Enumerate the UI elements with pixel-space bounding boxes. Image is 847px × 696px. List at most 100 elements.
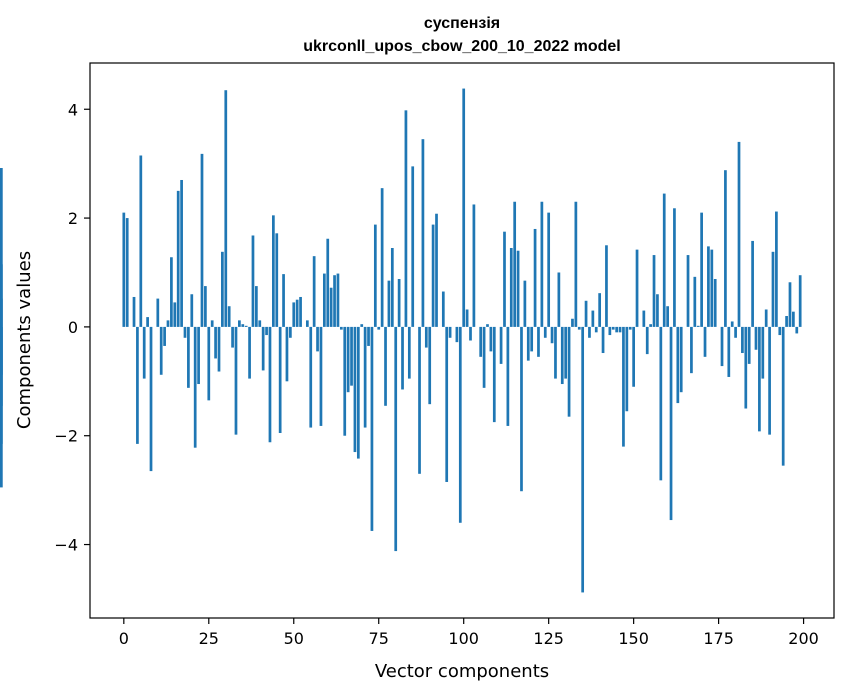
- bar: [401, 326, 404, 390]
- bar: [285, 326, 289, 382]
- bar: [679, 326, 683, 393]
- bar: [407, 326, 411, 379]
- bar: [251, 235, 255, 327]
- bar: [608, 326, 612, 336]
- bar: [754, 326, 758, 350]
- bar: [132, 296, 136, 327]
- bar: [0, 168, 3, 327]
- bar: [411, 166, 415, 327]
- bar: [221, 251, 224, 327]
- y-tick-label: 0: [68, 318, 78, 337]
- x-tick-label: 0: [119, 629, 129, 648]
- bar: [258, 320, 262, 327]
- bar: [424, 326, 428, 348]
- bar: [775, 211, 778, 327]
- bar: [720, 326, 724, 367]
- bar: [540, 201, 544, 327]
- bar: [136, 326, 139, 444]
- bar: [431, 224, 435, 327]
- bar: [564, 326, 568, 379]
- bar: [217, 326, 221, 372]
- bar: [360, 324, 364, 327]
- bar: [241, 324, 245, 327]
- bar: [125, 218, 129, 327]
- bar: [489, 326, 493, 352]
- y-tick-label: −2: [54, 427, 78, 446]
- bar: [537, 326, 540, 357]
- bar: [730, 321, 734, 327]
- bar: [183, 326, 187, 338]
- y-tick-label: −4: [54, 536, 78, 555]
- bar: [329, 287, 333, 327]
- bar: [659, 326, 663, 481]
- bar: [611, 326, 615, 330]
- bar: [506, 326, 510, 426]
- bar: [193, 326, 197, 448]
- bar: [377, 326, 381, 330]
- bar: [462, 88, 466, 327]
- bar: [387, 280, 391, 327]
- bar: [768, 326, 771, 435]
- bar: [278, 326, 282, 433]
- x-tick-label: 100: [448, 629, 479, 648]
- bar: [778, 326, 782, 336]
- bar: [180, 179, 183, 327]
- bar: [696, 325, 700, 327]
- bar: [520, 326, 523, 492]
- bar: [788, 282, 792, 327]
- bar: [299, 296, 302, 327]
- bar: [207, 326, 211, 401]
- bar: [792, 311, 795, 327]
- bar: [795, 326, 799, 334]
- bar: [312, 256, 316, 327]
- bar: [163, 326, 166, 346]
- bar: [0, 326, 3, 488]
- bar: [615, 326, 619, 333]
- y-axis: −4 −2 0 2 4: [54, 100, 90, 555]
- bar: [390, 248, 394, 327]
- bar: [492, 326, 496, 423]
- bar: [142, 326, 146, 379]
- bar: [785, 316, 788, 327]
- bar: [204, 286, 207, 327]
- x-axis: 0 25 50 75 100 125 150 175 200: [119, 618, 819, 648]
- bar: [465, 309, 469, 327]
- bar: [560, 326, 564, 385]
- bar: [761, 326, 765, 379]
- bar: [747, 326, 751, 364]
- bar: [418, 326, 421, 474]
- bar: [741, 326, 744, 354]
- bar-series: [0, 88, 802, 593]
- bar: [363, 326, 367, 428]
- bar: [187, 326, 190, 388]
- x-tick-label: 50: [284, 629, 304, 648]
- bar: [669, 326, 673, 521]
- bar: [751, 240, 754, 327]
- bar: [662, 193, 666, 327]
- x-tick-label: 75: [369, 629, 389, 648]
- bar: [370, 326, 374, 531]
- bar: [764, 309, 768, 327]
- bar: [625, 326, 629, 412]
- bar: [486, 324, 489, 327]
- bar: [543, 326, 547, 338]
- bar: [326, 238, 330, 327]
- bar: [710, 249, 714, 327]
- y-tick-label: 2: [68, 209, 78, 228]
- bar: [577, 326, 581, 330]
- bar: [601, 326, 605, 354]
- bar: [666, 306, 669, 327]
- bar: [380, 188, 384, 327]
- bar: [292, 302, 296, 327]
- bar: [737, 141, 741, 327]
- bar: [652, 255, 656, 327]
- bar: [713, 279, 717, 327]
- bar: [724, 170, 727, 327]
- bar: [591, 310, 595, 327]
- bar: [295, 299, 299, 327]
- bar: [533, 228, 537, 327]
- x-tick-label: 25: [199, 629, 219, 648]
- bar: [605, 245, 608, 327]
- bar: [584, 300, 588, 327]
- bar: [275, 233, 279, 327]
